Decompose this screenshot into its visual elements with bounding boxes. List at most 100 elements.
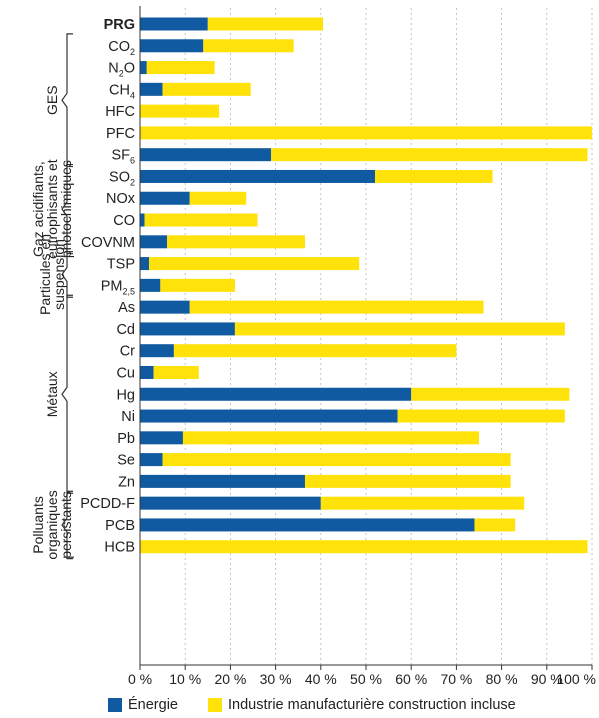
group-label: Métaux: [44, 371, 60, 417]
row-label: PFC: [106, 126, 135, 142]
row-label: Cr: [120, 344, 135, 360]
row-label: Se: [117, 453, 135, 469]
legend-label-industrie: Industrie manufacturière construction in…: [227, 697, 516, 713]
row-label: PCDD-F: [80, 496, 135, 512]
row-label: Ni: [121, 409, 135, 425]
group-label: photochimiques: [58, 160, 74, 258]
row-label: Cu: [116, 365, 135, 381]
row-label: COVNM: [81, 235, 135, 251]
group-label: eutrophisants et: [44, 159, 60, 259]
x-tick-label: 90 %: [531, 671, 563, 687]
bar-industrie: [189, 300, 484, 314]
row-label: PCB: [105, 518, 135, 534]
group-bracket: [61, 490, 73, 560]
group-bracket: [61, 294, 73, 494]
row-label: CO2: [108, 39, 135, 57]
bar-energie: [140, 496, 321, 510]
x-tick-label: 10 %: [169, 671, 201, 687]
bar-industrie: [140, 104, 220, 118]
bar-energie: [140, 365, 154, 379]
bar-industrie: [234, 322, 565, 336]
row-label: PM2,5: [101, 278, 135, 296]
row-label: As: [118, 300, 135, 316]
group-label: persistants: [58, 491, 74, 559]
x-tick-label: 30 %: [260, 671, 292, 687]
x-tick-label: 50 %: [350, 671, 382, 687]
bar-energie: [140, 82, 163, 96]
row-label: SO2: [109, 169, 135, 187]
row-label: Pb: [117, 431, 135, 447]
bar-energie: [140, 213, 145, 227]
bar-industrie: [207, 17, 324, 31]
row-label: TSP: [107, 257, 135, 273]
bar-energie: [140, 518, 475, 532]
bar-energie: [140, 61, 147, 75]
bar-industrie: [149, 257, 360, 271]
bar-industrie: [160, 278, 235, 292]
group-label: Polluants: [30, 496, 46, 554]
x-tick-label: 100 %: [556, 671, 596, 687]
bar-industrie: [167, 235, 305, 249]
row-label: CO: [113, 213, 135, 229]
group-label: Particules en: [37, 234, 53, 315]
bar-energie: [140, 344, 174, 358]
row-label: Cd: [116, 322, 135, 338]
row-label: SF6: [111, 148, 135, 166]
row-label: Zn: [118, 474, 135, 490]
row-label: HCB: [104, 540, 135, 556]
bar-industrie: [146, 61, 215, 75]
bar-industrie: [140, 540, 588, 554]
stacked-bar-chart: 0 % 10 % 20 % 30 % 40 % 50 % 60 % 70 % 80 % 90 %1…: [30, 6, 596, 687]
bar-energie: [140, 409, 398, 423]
group-bracket: [61, 33, 73, 168]
bar-energie: [140, 453, 163, 467]
bar-industrie: [203, 39, 294, 53]
bar-energie: [140, 235, 168, 249]
bar-energie: [140, 278, 161, 292]
legend: Énergie Industrie manufacturière constru…: [108, 695, 516, 715]
bar-energie: [140, 387, 412, 401]
legend-label-energie: Énergie: [128, 697, 178, 713]
bar-industrie: [162, 82, 251, 96]
legend-item-energie: Énergie: [108, 697, 178, 713]
x-tick-label: 80 %: [486, 671, 518, 687]
bar-industrie: [304, 474, 511, 488]
bar-industrie: [153, 365, 199, 379]
bar-energie: [140, 17, 208, 31]
bar-energie: [140, 300, 190, 314]
bar-industrie: [375, 169, 493, 183]
row-label: CH4: [109, 82, 135, 100]
bar-industrie: [397, 409, 565, 423]
x-tick-label: 70 %: [440, 671, 472, 687]
row-label: NOx: [106, 191, 136, 207]
bar-energie: [140, 148, 272, 162]
bar-industrie: [320, 496, 525, 510]
bar-energie: [140, 322, 235, 336]
row-label: Hg: [116, 387, 135, 403]
legend-item-industrie: Industrie manufacturière construction in…: [207, 697, 516, 713]
bar-industrie: [189, 191, 247, 205]
bar-industrie: [144, 213, 258, 227]
group-label: suspension: [51, 239, 67, 310]
x-tick-label: 20 %: [214, 671, 246, 687]
bar-industrie: [173, 344, 457, 358]
legend-swatch-industrie: [207, 698, 222, 712]
bar-energie: [140, 431, 183, 445]
bar-industrie: [271, 148, 588, 162]
bar-industrie: [162, 453, 511, 467]
group-label: organiques: [44, 490, 60, 559]
row-label: PRG: [104, 17, 135, 33]
group-label: GES: [44, 85, 60, 115]
bar-energie: [140, 257, 150, 271]
legend-swatch-energie: [108, 698, 122, 712]
x-tick-label: 60 %: [395, 671, 427, 687]
row-label: N2O: [108, 61, 135, 79]
bar-energie: [140, 39, 204, 53]
bar-energie: [140, 191, 190, 205]
bar-industrie: [411, 387, 570, 401]
x-tick-label: 40 %: [305, 671, 337, 687]
bar-industrie: [474, 518, 516, 532]
x-tick-label: 0 %: [128, 671, 152, 687]
group-label: Gaz acidifiants,: [30, 161, 46, 257]
bar-industrie: [182, 431, 479, 445]
